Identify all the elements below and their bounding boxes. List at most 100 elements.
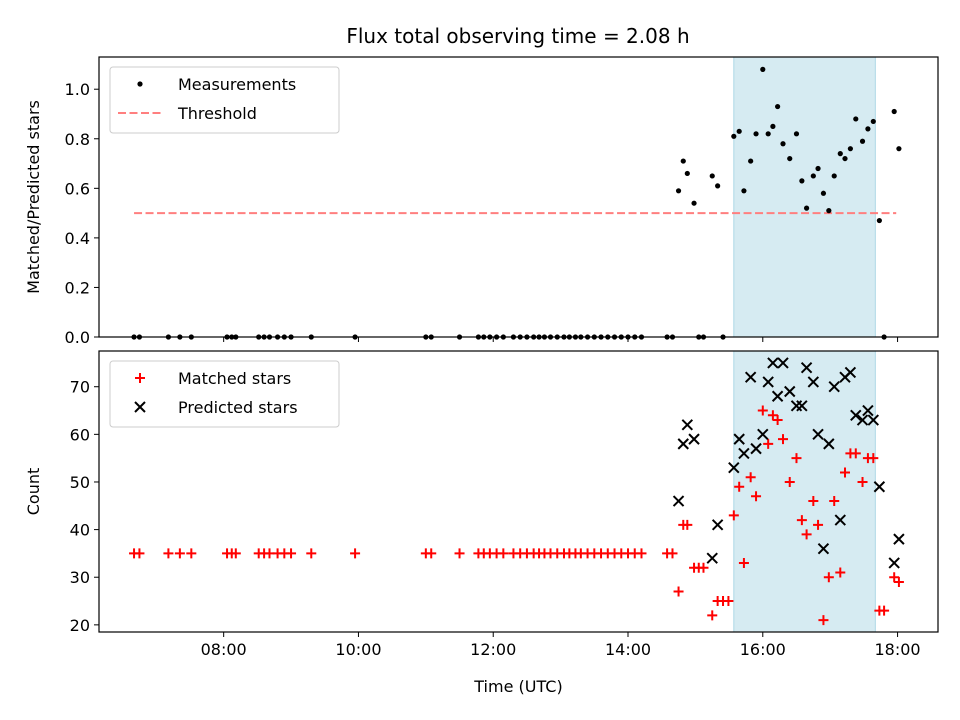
- matched-star-point: [772, 415, 783, 426]
- measurement-point: [675, 188, 682, 194]
- measurement-point: [684, 170, 690, 177]
- matched-star-point: [723, 596, 734, 607]
- predicted-star-point: [823, 438, 835, 450]
- predicted-star-point: [771, 390, 784, 402]
- x-tick-label: 12:00: [470, 640, 516, 659]
- legend-box: [109, 66, 340, 134]
- matched-star-point: [829, 496, 840, 507]
- matched-star-point: [636, 548, 647, 559]
- measurement-point: [715, 183, 721, 189]
- predicted-star-point: [733, 433, 745, 445]
- observing-window-band: [733, 350, 876, 633]
- matched-star-point: [498, 548, 509, 559]
- measurement-point: [896, 146, 902, 152]
- matched-star-point: [767, 410, 778, 421]
- figure-title: Flux total observing time = 2.08 h: [346, 24, 689, 48]
- predicted-star-point: [757, 428, 769, 441]
- predicted-star-point: [856, 414, 869, 426]
- legend-label: Threshold: [177, 104, 257, 123]
- matched-star-point: [751, 491, 762, 502]
- predicted-star-point: [807, 376, 820, 388]
- matched-star-point: [801, 529, 812, 540]
- legend-box: [109, 360, 340, 428]
- predicted-star-point: [867, 414, 880, 426]
- matched-star-point: [818, 615, 829, 626]
- y-axis-label: Count: [24, 468, 43, 516]
- y-tick-label: 70: [70, 378, 90, 397]
- measurement-point: [876, 217, 882, 224]
- measurement-point: [765, 131, 771, 137]
- matched-star-point: [879, 605, 890, 616]
- matched-star-point: [850, 448, 861, 459]
- matched-star-point: [174, 548, 185, 559]
- measurement-point: [853, 116, 859, 122]
- matched-star-point: [889, 572, 900, 583]
- measurement-point: [787, 155, 793, 162]
- matched-star-point: [186, 548, 197, 559]
- matched-star-point: [163, 548, 174, 559]
- measurement-point: [691, 200, 697, 206]
- axes-frame: [98, 350, 939, 633]
- matched-star-point: [454, 548, 465, 559]
- matched-star-point: [835, 567, 846, 578]
- predicted-star-point: [762, 376, 774, 388]
- measurement-point: [803, 205, 810, 211]
- matched-star-point: [673, 586, 684, 597]
- axes-frame: [98, 56, 939, 338]
- matched-star-point: [745, 472, 756, 483]
- matched-star-point: [682, 519, 693, 530]
- measurement-point: [842, 155, 848, 162]
- measurement-point: [870, 118, 876, 125]
- predicted-star-point: [767, 357, 779, 369]
- measurement-point: [799, 178, 805, 184]
- predicted-star-point: [777, 357, 789, 369]
- x-tick-label: 14:00: [605, 640, 651, 659]
- measurement-point: [826, 208, 832, 214]
- matched-star-point: [857, 476, 868, 487]
- matched-star-point: [286, 548, 297, 559]
- legend-marker-predicted: [134, 401, 146, 413]
- matched-star-point: [763, 438, 774, 449]
- measurement-point: [760, 66, 766, 72]
- matched-star-point: [757, 405, 768, 416]
- y-tick-label: 50: [70, 473, 90, 492]
- matched-star-point: [893, 576, 904, 587]
- matched-star-point: [230, 548, 241, 559]
- predicted-star-point: [711, 519, 724, 531]
- y-tick-label: 1.0: [65, 80, 90, 99]
- x-tick-label: 10:00: [335, 640, 381, 659]
- matched-star-point: [350, 548, 361, 559]
- predicted-star-point: [850, 409, 862, 422]
- predicted-star-point: [677, 438, 689, 450]
- measurement-point: [865, 126, 871, 132]
- x-axis-label: Time (UTC): [473, 677, 562, 696]
- measurement-point: [680, 158, 686, 164]
- predicted-star-point: [681, 419, 694, 431]
- predicted-star-point: [893, 533, 905, 545]
- matched-star-point: [840, 467, 851, 478]
- legend-marker-measurements: [137, 81, 143, 87]
- predicted-star-point: [688, 433, 700, 445]
- matched-star-point: [813, 519, 824, 530]
- predicted-star-point: [796, 400, 808, 412]
- y-tick-label: 60: [70, 425, 90, 444]
- measurement-point: [748, 158, 754, 164]
- measurement-point: [831, 173, 837, 179]
- matched-star-point: [728, 510, 739, 521]
- measurement-point: [859, 138, 866, 144]
- measurement-point: [775, 103, 781, 110]
- matched-star-point: [784, 476, 795, 487]
- legend-label: Measurements: [178, 75, 296, 94]
- x-tick-label: 08:00: [201, 640, 247, 659]
- matched-star-point: [426, 548, 437, 559]
- measurement-point: [709, 173, 715, 179]
- matched-star-point: [667, 548, 678, 559]
- measurement-point: [741, 188, 747, 194]
- measurement-point: [780, 141, 786, 147]
- matched-star-point: [778, 434, 789, 445]
- predicted-star-point: [817, 542, 830, 555]
- predicted-star-point: [738, 447, 750, 460]
- predicted-star-point: [706, 552, 718, 564]
- predicted-star-point: [744, 371, 757, 383]
